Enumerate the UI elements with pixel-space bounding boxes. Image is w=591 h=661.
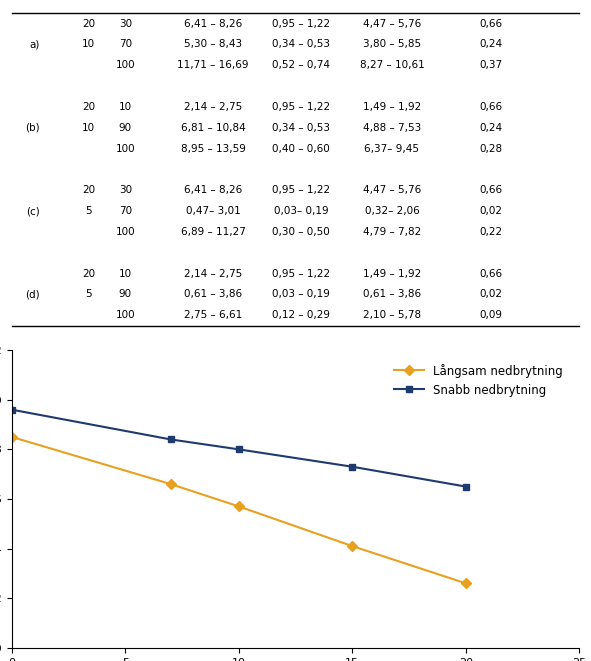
Text: 0,66: 0,66 [480,185,503,195]
Text: (c): (c) [27,206,40,216]
Text: 20: 20 [82,102,95,112]
Text: 0,09: 0,09 [480,310,503,321]
Text: 0,52 – 0,74: 0,52 – 0,74 [272,60,330,70]
Text: 100: 100 [115,227,135,237]
Text: 4,47 – 5,76: 4,47 – 5,76 [363,19,421,28]
Text: 6,41 – 8,26: 6,41 – 8,26 [184,185,242,195]
Långsam nedbrytning [8,433,15,441]
Text: 2,10 – 5,78: 2,10 – 5,78 [363,310,421,321]
Text: 0,24: 0,24 [480,123,503,133]
Långsam nedbrytning [462,579,469,587]
Text: 0,02: 0,02 [480,206,503,216]
Text: 6,41 – 8,26: 6,41 – 8,26 [184,19,242,28]
Text: (b): (b) [25,123,40,133]
Text: 10: 10 [82,40,95,50]
Text: (d): (d) [25,290,40,299]
Text: 6,89 – 11,27: 6,89 – 11,27 [181,227,246,237]
Långsam nedbrytning [167,480,174,488]
Line: Långsam nedbrytning: Långsam nedbrytning [8,434,469,587]
Text: 90: 90 [119,123,132,133]
Text: 0,47– 3,01: 0,47– 3,01 [186,206,241,216]
Text: 6,81 – 10,84: 6,81 – 10,84 [181,123,246,133]
Snabb nedbrytning [349,463,356,471]
Långsam nedbrytning [235,502,242,510]
Text: 5: 5 [85,290,92,299]
Text: 4,79 – 7,82: 4,79 – 7,82 [363,227,421,237]
Text: 2,14 – 2,75: 2,14 – 2,75 [184,268,242,279]
Text: 1,49 – 1,92: 1,49 – 1,92 [363,268,421,279]
Text: 70: 70 [119,40,132,50]
Snabb nedbrytning [167,436,174,444]
Text: 0,95 – 1,22: 0,95 – 1,22 [272,19,330,28]
Text: 3,80 – 5,85: 3,80 – 5,85 [363,40,421,50]
Text: 2,75 – 6,61: 2,75 – 6,61 [184,310,242,321]
Text: 100: 100 [115,310,135,321]
Text: 0,12 – 0,29: 0,12 – 0,29 [272,310,330,321]
Snabb nedbrytning [462,483,469,490]
Text: 0,66: 0,66 [480,102,503,112]
Text: 10: 10 [119,102,132,112]
Text: 70: 70 [119,206,132,216]
Text: a): a) [30,40,40,50]
Text: 0,22: 0,22 [480,227,503,237]
Text: 0,37: 0,37 [480,60,503,70]
Text: 10: 10 [119,268,132,279]
Text: 5: 5 [85,206,92,216]
Text: 20: 20 [82,268,95,279]
Snabb nedbrytning [8,406,15,414]
Text: 100: 100 [115,143,135,153]
Text: 0,34 – 0,53: 0,34 – 0,53 [272,40,330,50]
Text: 0,28: 0,28 [480,143,503,153]
Text: 0,30 – 0,50: 0,30 – 0,50 [272,227,330,237]
Text: 0,02: 0,02 [480,290,503,299]
Text: 0,66: 0,66 [480,268,503,279]
Text: 5,30 – 8,43: 5,30 – 8,43 [184,40,242,50]
Legend: Långsam nedbrytning, Snabb nedbrytning: Långsam nedbrytning, Snabb nedbrytning [389,359,567,401]
Text: 1,49 – 1,92: 1,49 – 1,92 [363,102,421,112]
Text: 0,61 – 3,86: 0,61 – 3,86 [184,290,242,299]
Line: Snabb nedbrytning: Snabb nedbrytning [8,407,469,490]
Text: 0,66: 0,66 [480,19,503,28]
Text: 6,37– 9,45: 6,37– 9,45 [365,143,420,153]
Text: 0,95 – 1,22: 0,95 – 1,22 [272,102,330,112]
Text: 90: 90 [119,290,132,299]
Text: 4,47 – 5,76: 4,47 – 5,76 [363,185,421,195]
Text: 20: 20 [82,19,95,28]
Text: 8,95 – 13,59: 8,95 – 13,59 [181,143,246,153]
Långsam nedbrytning [349,542,356,550]
Text: 4,88 – 7,53: 4,88 – 7,53 [363,123,421,133]
Text: 0,95 – 1,22: 0,95 – 1,22 [272,185,330,195]
Text: 0,40 – 0,60: 0,40 – 0,60 [272,143,330,153]
Text: 0,03 – 0,19: 0,03 – 0,19 [272,290,330,299]
Text: 11,71 – 16,69: 11,71 – 16,69 [177,60,249,70]
Text: 0,24: 0,24 [480,40,503,50]
Text: 0,03– 0,19: 0,03– 0,19 [274,206,329,216]
Text: 0,32– 2,06: 0,32– 2,06 [365,206,420,216]
Text: 0,61 – 3,86: 0,61 – 3,86 [363,290,421,299]
Text: 100: 100 [115,60,135,70]
Text: 8,27 – 10,61: 8,27 – 10,61 [359,60,424,70]
Snabb nedbrytning [235,446,242,453]
Text: 20: 20 [82,185,95,195]
Text: 10: 10 [82,123,95,133]
Text: 0,95 – 1,22: 0,95 – 1,22 [272,268,330,279]
Text: 2,14 – 2,75: 2,14 – 2,75 [184,102,242,112]
Text: 30: 30 [119,19,132,28]
Text: 0,34 – 0,53: 0,34 – 0,53 [272,123,330,133]
Text: 30: 30 [119,185,132,195]
